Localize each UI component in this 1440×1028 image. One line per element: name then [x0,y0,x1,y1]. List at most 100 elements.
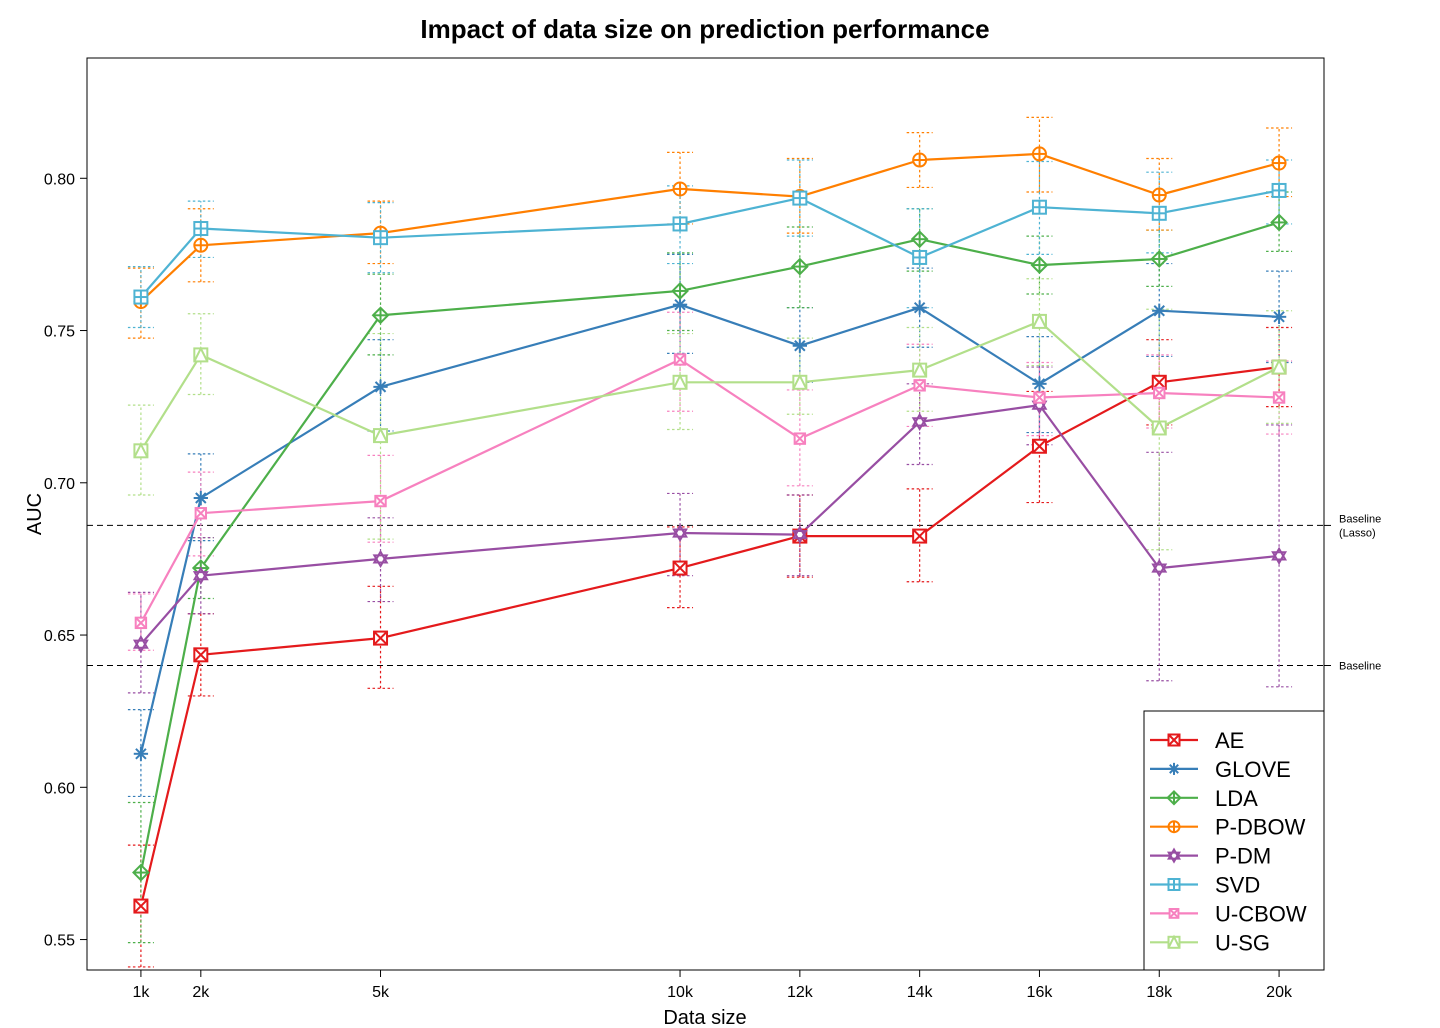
marker-lda [132,863,150,882]
marker-u-sg [193,346,209,363]
baseline-label: Baseline [1339,660,1381,672]
marker-glove [1032,376,1047,391]
y-axis-label: AUC [24,493,46,535]
y-tick-label: 0.70 [44,476,75,493]
marker-ae [193,647,209,663]
marker-p-dbow [672,181,688,197]
error-bars [127,116,1293,968]
marker-u-cbow [134,616,148,630]
marker-svd [1271,182,1287,198]
series-line-glove [139,303,1280,755]
marker-lda [910,230,929,249]
marker-u-sg [912,361,928,378]
marker-svd [193,221,209,237]
legend-label: P-DM [1215,844,1271,869]
marker-glove [672,297,688,312]
x-tick-label: 12k [787,984,814,1001]
legend-marker-u-cbow [1168,908,1180,919]
errorbar-glove [1026,336,1053,434]
y-tick-label: 0.80 [44,171,75,188]
errorbar-svd [906,208,933,309]
legend-label: U-SG [1215,930,1270,955]
x-tick-label: 1k [132,984,150,1001]
errorbar-u-sg [786,337,813,415]
legend-marker-u-sg [1167,934,1181,949]
errorbar-svd [187,200,214,259]
marker-u-sg [133,442,149,459]
errorbar-u-cbow [367,454,394,543]
marker-glove [1152,303,1167,318]
y-axis: 0.55 0.60 0.65 0.70 0.75 0.80 [44,171,87,950]
y-tick-label: 0.60 [44,780,75,797]
series-line-lda [139,221,1280,873]
baselines: Baseline (Lasso) Baseline [87,513,1381,672]
series-markers [132,146,1288,914]
errorbar-lda [1026,235,1053,295]
marker-u-sg [1151,419,1167,436]
legend-item-svd: SVD [1150,873,1260,898]
marker-u-cbow [194,507,208,520]
marker-glove [1271,309,1287,324]
series-line-ae [139,366,1280,907]
legend-marker-p-dm [1167,847,1181,864]
legend-box [1143,710,1325,971]
legend-item-u-sg: U-SG [1150,930,1270,955]
plot-area [86,57,1325,971]
x-tick-label: 20k [1266,984,1293,1001]
marker-u-cbow [374,494,387,508]
marker-u-sg [672,373,688,390]
marker-u-cbow [673,353,687,366]
marker-svd [912,249,928,265]
legend-marker-ae [1167,733,1181,747]
marker-glove [912,300,927,315]
marker-lda [1030,256,1049,274]
legend-item-u-cbow: U-CBOW [1150,901,1307,926]
series-line-p-dm [140,404,1280,645]
marker-glove [193,490,208,506]
marker-ae [133,898,149,914]
errorbar-p-dm [1026,366,1053,446]
legend-marker-p-dbow [1167,820,1181,834]
errorbar-u-sg [667,332,694,431]
errorbar-u-cbow [786,389,813,487]
legend-label: SVD [1215,873,1260,898]
marker-p-dm [132,635,149,654]
marker-p-dbow [912,152,928,168]
x-tick-label: 16k [1027,984,1054,1001]
errorbar-glove [127,709,154,798]
marker-ae [1031,438,1047,454]
marker-p-dm [1151,558,1168,578]
errorbar-p-dm [1146,451,1173,682]
marker-p-dm [672,523,688,543]
marker-p-dm [791,525,808,544]
marker-svd [792,190,808,206]
errorbar-u-sg [367,332,394,540]
marker-p-dm [1271,546,1288,566]
x-tick-label: 2k [192,984,210,1001]
marker-u-cbow [1153,386,1166,400]
marker-p-dm [911,412,928,432]
marker-ae [672,560,688,576]
marker-p-dbow [1271,155,1287,171]
marker-u-sg [1031,312,1047,329]
legend-item-glove: GLOVE [1150,757,1291,782]
legend-marker-lda [1166,790,1182,806]
marker-p-dm [192,566,209,585]
legend: AE GLOVE LDA P-DBOW P-DM SVD U-CBOW U-SG [1143,710,1325,971]
legend-item-p-dbow: P-DBOW [1150,815,1306,840]
legend-label: AE [1215,728,1244,753]
legend-label: GLOVE [1215,757,1291,782]
legend-marker-glove [1167,762,1181,775]
legend-item-lda: LDA [1150,786,1258,811]
marker-ae [912,528,928,544]
marker-u-cbow [1272,391,1286,404]
marker-lda [671,282,689,300]
x-axis-label: Data size [663,1007,746,1028]
errorbar-u-cbow [127,593,154,651]
legend-label: LDA [1215,786,1258,811]
y-tick-label: 0.55 [44,933,75,950]
marker-u-cbow [793,432,807,445]
baseline-label: Baseline [1339,513,1381,525]
x-axis: 1k 2k 5k 10k 12k 14k 16k 18k 20k [132,970,1293,1001]
